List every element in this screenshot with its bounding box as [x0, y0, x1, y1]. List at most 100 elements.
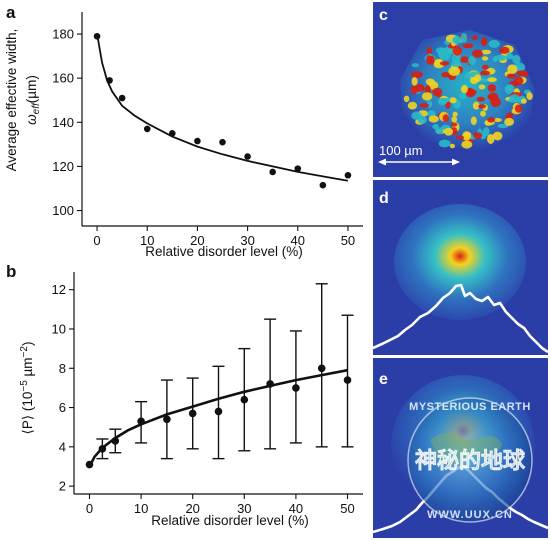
speckle — [505, 112, 514, 120]
speckle — [487, 77, 497, 83]
panel-a-data-point — [344, 171, 352, 179]
panel-b-x-tick-label: 20 — [185, 501, 199, 516]
panel-e: e MYSTERIOUS EARTH 神秘的地球 WWW.UUX.CN — [372, 358, 549, 538]
speckle — [461, 140, 473, 149]
panel-b-y-tick-label: 6 — [59, 400, 66, 415]
panel-a-xlabel: Relative disorder level (%) — [145, 244, 303, 259]
panel-b-axes: 0 10 20 30 40 50 2 4 6 8 10 12 — [52, 272, 363, 516]
panel-a-data-point — [219, 138, 226, 146]
speckle — [512, 54, 521, 64]
speckle — [462, 43, 474, 49]
panel-b-ylabel-suffix: ) — [20, 342, 35, 347]
speckle — [452, 111, 458, 117]
panel-a-data-point — [118, 94, 126, 102]
speckle — [464, 72, 472, 79]
speckle — [488, 92, 499, 102]
speckle — [492, 56, 498, 63]
panel-b-data-point — [111, 437, 120, 445]
speckle — [460, 33, 468, 43]
panel-d-letter: d — [379, 190, 389, 207]
panel-b-data-point — [85, 460, 94, 469]
speckle — [514, 76, 524, 86]
speckle — [521, 98, 527, 104]
speckle — [403, 95, 410, 103]
panel-a-letter: a — [6, 3, 16, 22]
speckle — [478, 104, 486, 109]
speckle — [487, 134, 495, 144]
watermark-continent-icon — [430, 432, 502, 466]
speckle — [448, 66, 461, 77]
panel-b-ylabel-exp2: −2 — [19, 346, 30, 358]
panel-b-x-tick-label: 0 — [86, 501, 93, 516]
panel-a-axes: 0 10 20 30 40 50 100 120 140 160 180 — [52, 12, 363, 248]
watermark-bottom-text: WWW.UUX.CN — [427, 509, 513, 521]
speckle — [481, 64, 489, 70]
panel-a-ylabel-unit: (µm) — [24, 75, 39, 103]
panel-a: a Average effective width, ωeff(µm) 0 10 2… — [4, 3, 363, 259]
speckle — [492, 131, 503, 141]
speckle — [444, 127, 454, 136]
panel-b-data-point — [343, 376, 352, 384]
panel-b-ylabel: ⟨P⟩ (10−5 µm−2) — [19, 342, 35, 435]
speckle — [441, 71, 451, 78]
panel-b-x-tick-label: 50 — [340, 501, 354, 516]
panel-a-data-point — [106, 77, 113, 84]
panel-d-intensity-blob — [394, 204, 526, 320]
speckle — [506, 73, 517, 79]
speckle — [472, 35, 478, 41]
panel-c-letter: c — [379, 7, 388, 24]
speckle — [507, 84, 515, 92]
speckle — [470, 116, 477, 125]
speckle — [458, 92, 467, 100]
speckle — [407, 101, 418, 110]
panel-a-x-tick-label: 0 — [93, 233, 100, 248]
panel-b-letter: b — [6, 262, 16, 281]
speckle — [480, 110, 486, 117]
speckle — [439, 51, 451, 61]
panel-a-data-point — [319, 181, 327, 189]
speckle — [526, 92, 533, 100]
panel-b-y-tick-label: 8 — [59, 361, 66, 376]
panel-a-x-tick-label: 20 — [190, 233, 204, 248]
speckle — [481, 49, 492, 55]
panel-a-data-point — [169, 130, 176, 137]
panel-b-y-tick-label: 12 — [52, 282, 66, 297]
speckle — [487, 117, 496, 123]
panel-a-data-point — [93, 32, 101, 40]
panel-a-ylabel-symbol: ω — [24, 114, 39, 125]
panel-b-y-tick-label: 4 — [59, 439, 66, 454]
speckle — [482, 127, 490, 137]
speckle — [449, 143, 455, 149]
panel-b-data-point — [317, 364, 326, 373]
panel-b-data-point — [188, 409, 197, 418]
speckle — [476, 96, 486, 102]
panel-a-data-point — [294, 165, 302, 172]
speckle — [428, 115, 439, 123]
speckle — [499, 46, 510, 54]
speckle — [480, 70, 490, 76]
speckle — [439, 61, 450, 66]
panel-b-ylabel-exp: −5 — [19, 380, 30, 392]
scale-bar-arrow-right — [452, 158, 460, 166]
panel-b-y-tick-label: 2 — [59, 479, 66, 494]
speckle — [478, 84, 486, 90]
panel-b-data-point — [240, 395, 249, 404]
speckle — [425, 78, 435, 85]
speckle — [411, 63, 419, 68]
speckle — [451, 53, 461, 64]
speckle — [470, 76, 479, 85]
speckle — [452, 46, 463, 56]
panel-a-x-tick-label: 30 — [240, 233, 254, 248]
panel-a-x-tick-label: 10 — [140, 233, 154, 248]
speckle — [507, 98, 519, 103]
speckle — [480, 78, 489, 83]
panel-a-y-tick-label: 120 — [52, 159, 74, 174]
speckle — [468, 55, 476, 66]
panel-a-y-tick-label: 180 — [52, 27, 74, 42]
panel-a-y-tick-label: 140 — [52, 115, 74, 130]
speckle — [497, 123, 509, 129]
panel-b-data-point — [214, 407, 223, 416]
speckle — [452, 36, 462, 45]
panel-a-ylabel-subscript: eff — [31, 102, 42, 114]
speckle — [435, 47, 447, 54]
